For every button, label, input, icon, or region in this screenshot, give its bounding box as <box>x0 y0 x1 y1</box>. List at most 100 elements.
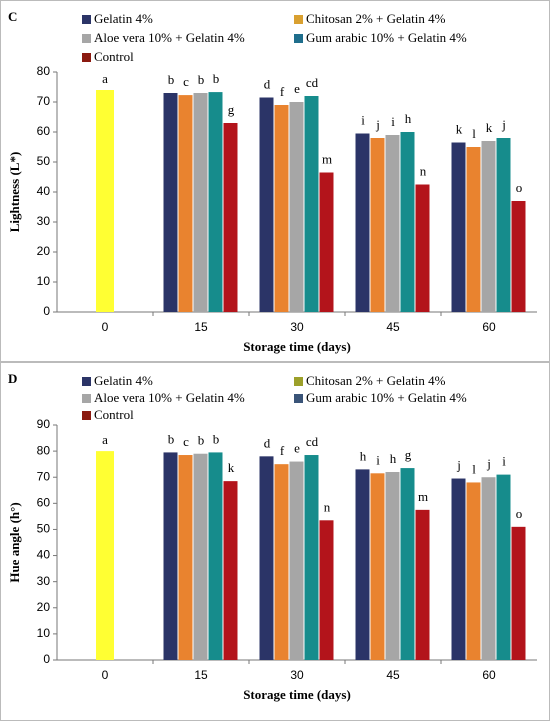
significance-letter: f <box>280 84 285 99</box>
significance-letter: b <box>198 433 205 448</box>
x-tick-label: 15 <box>194 320 208 334</box>
significance-letter: i <box>361 112 365 127</box>
y-tick-label: 30 <box>37 214 51 228</box>
significance-letter: b <box>213 431 220 446</box>
bar <box>163 93 178 312</box>
y-tick-label: 20 <box>37 244 51 258</box>
y-tick-label: 70 <box>37 469 51 483</box>
legend-label: Gelatin 4% <box>94 373 153 388</box>
x-tick-label: 30 <box>290 320 304 334</box>
bar <box>96 451 114 660</box>
bar <box>163 452 178 660</box>
x-tick-label: 30 <box>290 668 304 682</box>
bar <box>193 93 208 312</box>
bar <box>178 95 193 312</box>
bar <box>96 90 114 312</box>
significance-letter: e <box>294 81 300 96</box>
bar <box>496 138 511 312</box>
significance-letter: d <box>264 76 271 91</box>
legend-swatch <box>82 15 91 24</box>
significance-letter: b <box>213 71 220 86</box>
bar <box>289 102 304 312</box>
significance-letter: k <box>486 120 493 135</box>
y-tick-label: 60 <box>37 496 51 510</box>
significance-letter: n <box>420 163 427 178</box>
x-tick-label: 0 <box>102 320 109 334</box>
bar <box>193 453 208 660</box>
bar <box>355 469 370 660</box>
bar <box>511 526 526 660</box>
y-tick-label: 40 <box>37 184 51 198</box>
significance-letter: i <box>376 452 380 467</box>
bar <box>451 142 466 312</box>
bar <box>415 509 430 660</box>
bar <box>259 97 274 312</box>
x-tick-label: 60 <box>482 668 496 682</box>
legend-label: Gum arabic 10% + Gelatin 4% <box>306 30 467 45</box>
significance-letter: m <box>322 151 332 166</box>
bar <box>451 478 466 660</box>
legend-swatch <box>82 377 91 386</box>
legend-label: Chitosan 2% + Gelatin 4% <box>306 373 446 388</box>
significance-letter: b <box>168 431 175 446</box>
legend-label: Control <box>94 49 134 64</box>
significance-letter: j <box>456 458 461 473</box>
y-tick-label: 0 <box>43 652 50 666</box>
legend-swatch <box>82 411 91 420</box>
bar <box>208 452 223 660</box>
chart-d: D Gelatin 4% Chitosan 2% + Gelatin 4% Aloe … <box>0 362 550 721</box>
legend-label: Chitosan 2% + Gelatin 4% <box>306 11 446 26</box>
bar <box>208 92 223 312</box>
bar <box>259 456 274 660</box>
significance-letter: j <box>486 456 491 471</box>
significance-letter: a <box>102 71 108 86</box>
y-tick-label: 40 <box>37 548 51 562</box>
x-tick-label: 15 <box>194 668 208 682</box>
significance-letter: h <box>405 111 412 126</box>
significance-letter: e <box>294 441 300 456</box>
bar <box>304 96 319 312</box>
significance-letter: l <box>472 126 476 141</box>
y-tick-label: 50 <box>37 154 51 168</box>
bar <box>274 464 289 660</box>
significance-letter: g <box>228 102 235 117</box>
legend-label: Gelatin 4% <box>94 11 153 26</box>
bar <box>466 147 481 312</box>
y-tick-label: 80 <box>37 443 51 457</box>
significance-letter: d <box>264 435 271 450</box>
bar <box>319 172 334 312</box>
legend-label: Aloe vera 10% + Gelatin 4% <box>94 390 245 405</box>
bar <box>355 133 370 312</box>
y-tick-label: 20 <box>37 600 51 614</box>
bar <box>415 184 430 312</box>
bar <box>304 455 319 660</box>
bar <box>385 472 400 660</box>
y-tick-label: 80 <box>37 64 51 78</box>
legend-swatch <box>294 34 303 43</box>
bar <box>370 138 385 312</box>
significance-letter: b <box>168 72 175 87</box>
significance-letter: j <box>375 117 380 132</box>
y-tick-label: 50 <box>37 522 51 536</box>
y-tick-label: 0 <box>43 304 50 318</box>
x-tick-label: 45 <box>386 320 400 334</box>
x-axis-label: Storage time (days) <box>243 339 351 354</box>
significance-letter: j <box>501 117 506 132</box>
legend-swatch <box>82 53 91 62</box>
significance-letter: cd <box>306 75 319 90</box>
bar <box>223 123 238 312</box>
bar <box>385 135 400 312</box>
y-tick-label: 90 <box>37 417 51 431</box>
significance-letter: o <box>516 506 523 521</box>
x-tick-label: 0 <box>102 668 109 682</box>
significance-letter: c <box>183 434 189 449</box>
bar <box>481 141 496 312</box>
significance-letter: l <box>472 461 476 476</box>
y-tick-label: 10 <box>37 626 51 640</box>
y-tick-label: 30 <box>37 574 51 588</box>
x-tick-label: 45 <box>386 668 400 682</box>
legend-swatch <box>294 15 303 24</box>
significance-letter: h <box>390 451 397 466</box>
bar <box>481 477 496 660</box>
